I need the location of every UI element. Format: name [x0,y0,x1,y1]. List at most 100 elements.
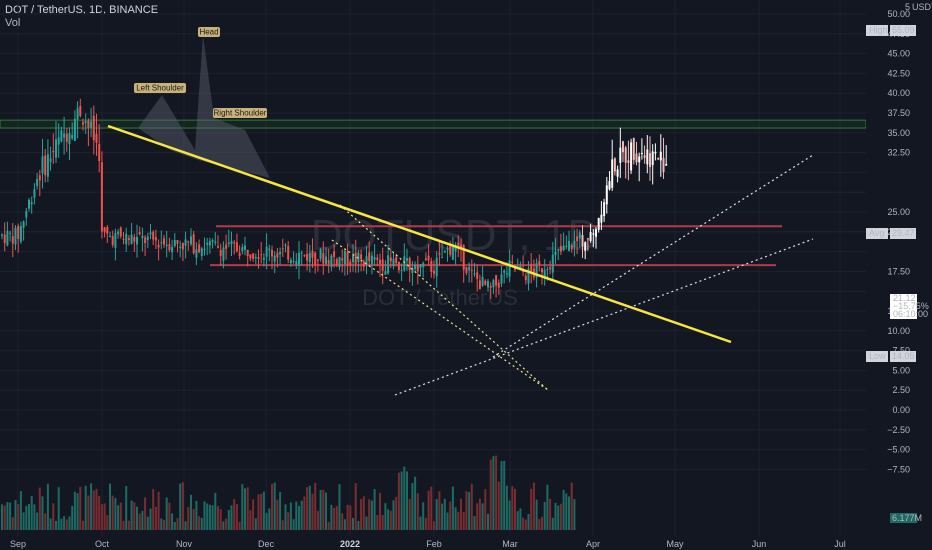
candle-body [208,241,211,246]
candle-body [630,142,633,171]
candle-body [57,137,60,145]
volume-bar [484,489,487,530]
last-price-bg [890,294,917,319]
candle-body [279,251,282,255]
volume-bar [30,496,33,530]
candle-body [198,244,201,253]
candle-body [627,160,630,163]
candle-body [460,244,462,249]
volume-bar [190,494,192,530]
candle-body [100,162,103,232]
time-tick-label: 2022 [340,539,360,549]
volume-bar [195,500,198,530]
candle-body [535,263,538,278]
volume-bar [187,507,190,530]
candle-body [1,234,3,236]
volume-bar [352,518,354,530]
volume-bar [357,521,360,530]
volume-tag-value: 6.177M [892,513,922,523]
candle-body [489,286,492,288]
volume-bar [489,459,492,530]
candle-body [573,240,576,248]
candle-body [227,242,230,245]
candle-body [273,255,276,262]
candle-body [435,257,438,277]
volume-bar [341,513,344,530]
candle-body [127,238,130,241]
price-tick-label: 25.00 [887,207,910,217]
volume-bar [1,504,3,530]
candle-body [235,242,238,252]
candle-body [41,156,44,174]
volume-bar [235,504,238,530]
volume-bar [354,483,357,530]
price-tick-label: −2.50 [887,425,910,435]
candle-body [114,232,117,248]
candle-body [249,254,252,259]
volume-bar [343,519,346,530]
price-tag-value: 55.09 [892,25,915,35]
candle-body [168,244,171,251]
candle-body [176,240,179,244]
candle-body [30,202,33,205]
volume-bar [524,519,527,530]
volume-bar [300,500,303,530]
symbol-title[interactable]: DOT / TetherUS, 1D, BINANCE [5,4,159,16]
candle-body [408,257,411,270]
candle-body [335,259,338,265]
volume-bar [82,520,84,530]
candle-body [241,247,244,252]
candle-body [357,252,360,263]
candle-body [289,259,292,264]
volume-bar [522,517,525,530]
price-axis[interactable]: 52.5050.0047.5045.0042.5040.0037.5035.00… [866,0,932,550]
time-axis[interactable]: Sep Oct Nov Dec 2022 Feb Mar Apr May Jun Jul [0,536,932,550]
candle-body [109,236,111,238]
channel-upper [492,154,814,358]
candle-body [298,252,300,266]
volume-bar [406,471,408,530]
volume-bar [360,499,363,530]
volume-bar [514,488,516,530]
time-axis-bg [0,536,932,550]
candle-body [416,264,419,272]
volume-bar [316,510,319,530]
candle-body [233,242,236,244]
volume-bar [14,499,17,530]
candle-body [403,256,406,271]
candle-body [173,239,176,247]
volume-bar [505,485,508,530]
volume-bar [365,516,368,530]
candle-body [157,244,160,248]
volume-bar [384,503,387,530]
candle-body [611,159,614,188]
volume-bar [503,460,506,530]
volume-bar [95,488,98,530]
volume-bar [98,495,101,530]
price-tick-label: 10.00 [887,326,910,336]
candle-body [149,232,152,235]
candle-body [559,246,562,252]
volume-bar [433,521,435,530]
volume-bar [130,500,133,530]
candle-body [106,227,109,234]
candle-body [144,237,147,244]
time-tick-label: Apr [586,539,600,549]
annotation-text: Right Shoulder [214,109,267,118]
last-price-tag: 21.12−15.75%06:10:00 [890,293,929,319]
volume-bar [203,501,206,530]
candle-body [384,271,387,275]
volume-bar [44,513,47,530]
candle-body [341,258,344,261]
volume-bar [289,502,292,530]
volume-bar [79,486,82,530]
volume-bar [449,501,452,530]
volume-bar [562,489,565,530]
candle-body [125,233,128,245]
volume-bar [411,483,414,530]
price-tick-label: 40.00 [887,88,910,98]
candle-body [163,238,165,245]
volume-bar [152,488,155,530]
volume-bar [362,496,365,530]
